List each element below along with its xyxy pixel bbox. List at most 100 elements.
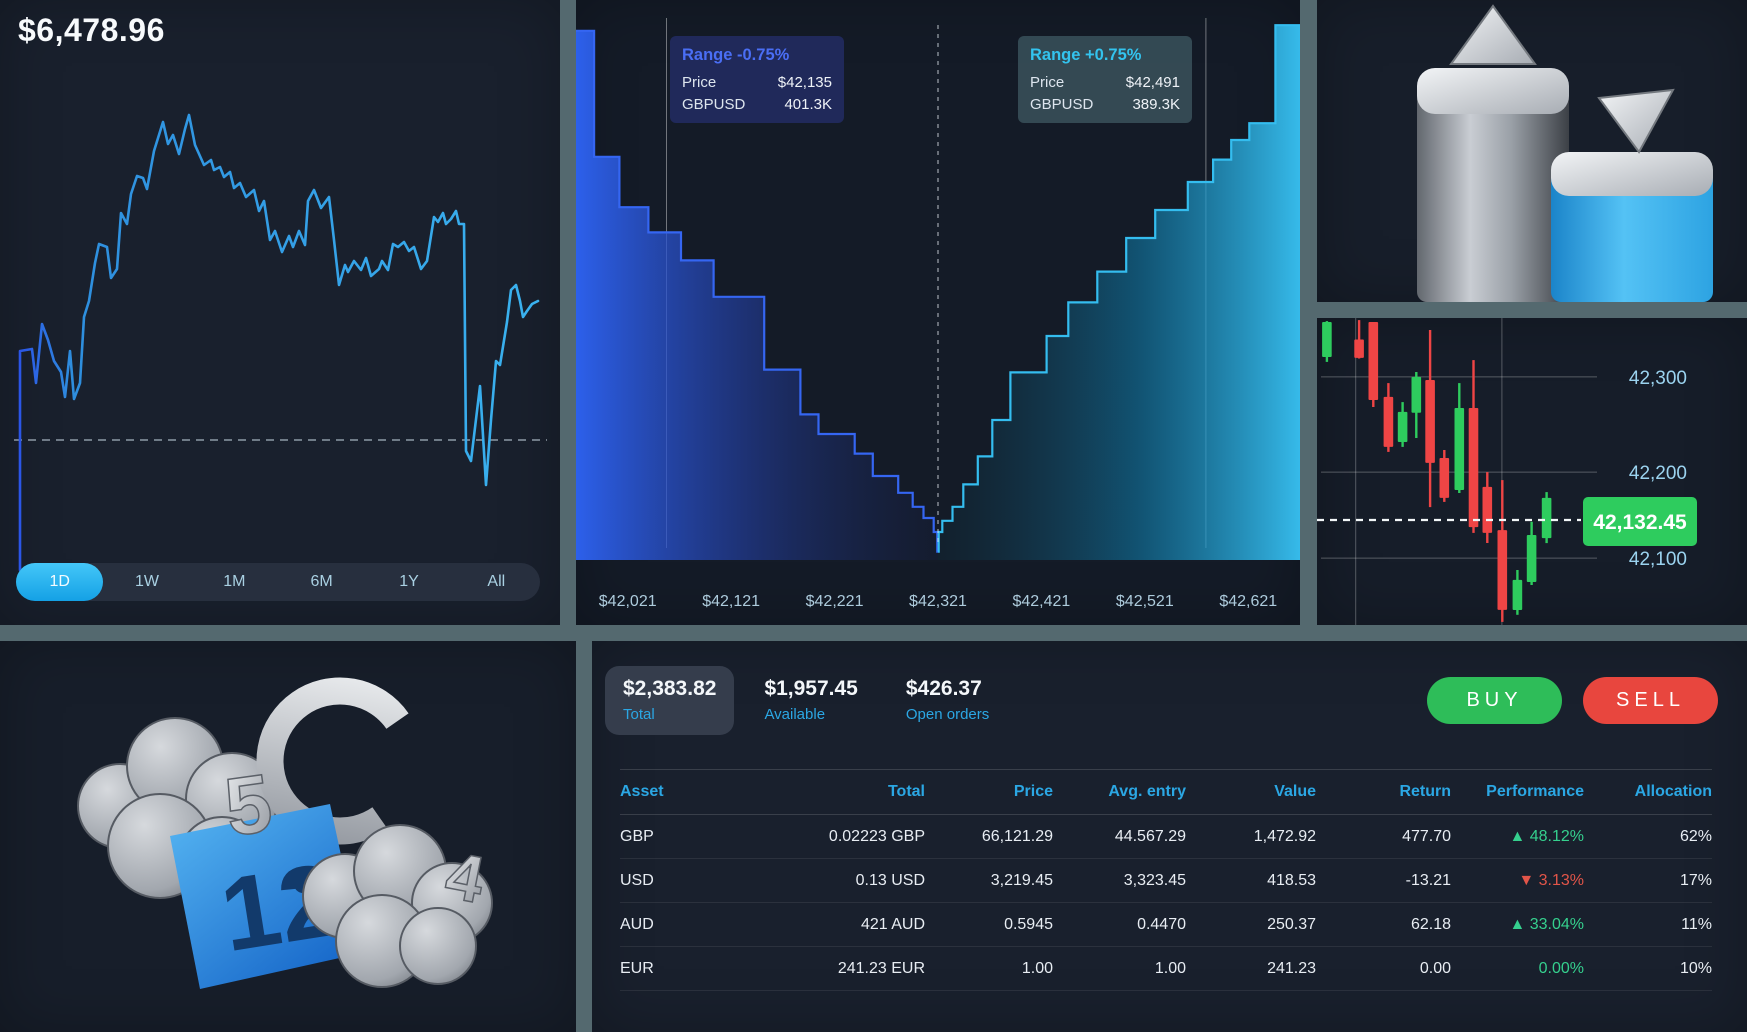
summary-total-chip[interactable]: $2,383.82 Total [605,666,735,735]
cell: 241.23 EUR [837,959,925,977]
cell: 62.18 [1410,915,1451,933]
range-button-1y[interactable]: 1Y [399,573,419,590]
column-header-value: Value [1274,783,1316,800]
column-header-avg-entry: Avg. entry [1108,783,1186,800]
candle-panel: 42,300 42,200 42,100 42,132.45 [1317,318,1747,625]
candle-y-label-0: 42,300 [1629,368,1687,389]
summary-open-orders-chip[interactable]: $426.37 Open orders [888,666,1007,735]
portfolio-panel: $2,383.82 Total $1,957.45 Available $426… [592,641,1747,1032]
range-button-6m[interactable]: 6M [310,573,333,590]
depth-x-label-5: $42,521 [1115,593,1174,610]
depth-x-label-0: $42,021 [598,593,657,610]
bid-range-title: Range -0.75% [682,46,790,64]
open-orders-value: $426.37 [905,677,982,700]
column-header-total: Total [887,783,925,800]
cell: 1.00 [1021,959,1053,977]
candlestick-chart[interactable]: 42,300 42,200 42,100 42,132.45 [1317,318,1747,625]
allocation-cell: 17% [1679,871,1712,889]
account-balance: $6,478.96 [18,12,165,48]
cell: -13.21 [1405,871,1451,889]
cell: 241.23 [1267,959,1316,977]
ask-range-tooltip: Range +0.75% Price $42,491 GBPUSD 389.3K [1018,36,1192,123]
cell: 477.70 [1402,827,1451,845]
summary-available-chip[interactable]: $1,957.45 Available [746,666,875,735]
last-price-tag [1583,497,1697,546]
bid-volume-row: GBPUSD 401.3K [682,96,832,113]
last-price-text: 42,132.45 [1593,511,1687,534]
performance-cell: ▲ 33.04% [1509,915,1584,933]
cell: GBP [620,827,654,845]
cell: 0.4470 [1137,915,1186,933]
ask-price-row: Price $42,491 [1030,74,1180,91]
depth-x-label-4: $42,421 [1012,593,1071,610]
column-header-return: Return [1399,783,1451,800]
candle-y-label-2: 42,100 [1629,549,1687,570]
bars-3d-illustration [1417,4,1713,302]
column-header-asset: Asset [620,783,664,800]
range-button-1w[interactable]: 1W [134,573,159,590]
cell: 421 AUD [860,915,925,933]
blue-bar [1551,88,1713,302]
table-row-aud[interactable]: AUD 421 AUD 0.5945 0.4470 250.37 62.18 ▲ 33.04… [620,903,1712,947]
available-label: Available [764,706,826,723]
cell: 250.37 [1267,915,1316,933]
cell: 3,323.45 [1123,871,1186,889]
open-orders-label: Open orders [905,706,990,723]
performance-cell: ▲ 48.12% [1509,827,1584,845]
cell: 66,121.29 [981,827,1053,845]
candle-y-label-1: 42,200 [1629,463,1687,484]
table-row-eur[interactable]: EUR 241.23 EUR 1.00 1.00 241.23 0.00 0.00% 10% [620,947,1712,991]
numbers-illustration-panel: 12 5 4 [0,641,576,1032]
depth-chart[interactable] [576,0,1300,560]
column-header-performance: Performance [1486,783,1584,800]
ask-volume-row: GBPUSD 389.3K [1030,96,1180,113]
cell: 3,219.45 [990,871,1053,889]
sell-button[interactable]: SELL [1583,677,1718,724]
depth-x-label-3: $42,321 [909,593,967,610]
allocation-cell: 11% [1681,915,1712,933]
depth-x-label-6: $42,621 [1219,593,1278,610]
range-selector: 1D 1W 1M 6M 1Y All [16,563,540,601]
cell: EUR [620,959,654,977]
silver-bar [1417,4,1569,302]
depth-x-label-1: $42,121 [702,593,761,610]
range-button-1d[interactable]: 1D [16,563,104,601]
cell: 0.02223 GBP [828,827,925,845]
column-header-price: Price [1013,783,1053,800]
depth-x-axis: $42,021 $42,121 $42,221 $42,321 $42,421 $42,5… [576,593,1300,611]
buy-button[interactable]: BUY [1427,677,1562,724]
cell: 1,472.92 [1253,827,1316,845]
allocation-cell: 10% [1679,959,1712,977]
bid-price-row: Price $42,135 [682,74,832,91]
table-row-usd[interactable]: USD 0.13 USD 3,219.45 3,323.45 418.53 -13.21 ▼… [620,859,1712,903]
cell: 44.567.29 [1114,827,1186,845]
total-value: $2,383.82 [623,677,717,700]
ask-range-title: Range +0.75% [1030,46,1142,64]
table-header-row: Asset Total Price Avg. entry Value Return Perf… [620,769,1712,815]
portfolio-summary: $2,383.82 Total $1,957.45 Available $426… [605,666,1019,735]
allocation-cell: 62% [1679,827,1712,845]
performance-cell: ▼ 3.13% [1518,871,1584,889]
cell: 1.00 [1154,959,1186,977]
assets-table: Asset Total Price Avg. entry Value Return Perf… [620,769,1712,991]
right-blob-cluster [302,824,493,988]
table-row-gbp[interactable]: GBP 0.02223 GBP 66,121.29 44.567.29 1,472.92… [620,815,1712,859]
available-value: $1,957.45 [764,677,858,700]
range-button-1m[interactable]: 1M [223,573,246,590]
balance-panel: $6,478.96 1D 1W 1M 6M 1Y All [0,0,560,625]
cell: USD [620,871,654,889]
range-button-all[interactable]: All [487,573,506,590]
performance-cell: 0.00% [1538,959,1584,977]
balance-line-chart[interactable] [0,0,560,625]
illustration-number-5: 5 [220,758,278,854]
cell: 0.13 USD [855,871,925,889]
cell: 0.00 [1419,959,1451,977]
numbers-3d-illustration: 12 5 4 [77,677,493,989]
column-header-allocation: Allocation [1634,783,1712,800]
depth-x-label-2: $42,221 [805,593,864,610]
depth-panel: Range -0.75% Price $42,135 GBPUSD 401.3K… [576,0,1300,625]
cell: 0.5945 [1004,915,1053,933]
total-label: Total [623,706,655,723]
cell: 418.53 [1267,871,1316,889]
